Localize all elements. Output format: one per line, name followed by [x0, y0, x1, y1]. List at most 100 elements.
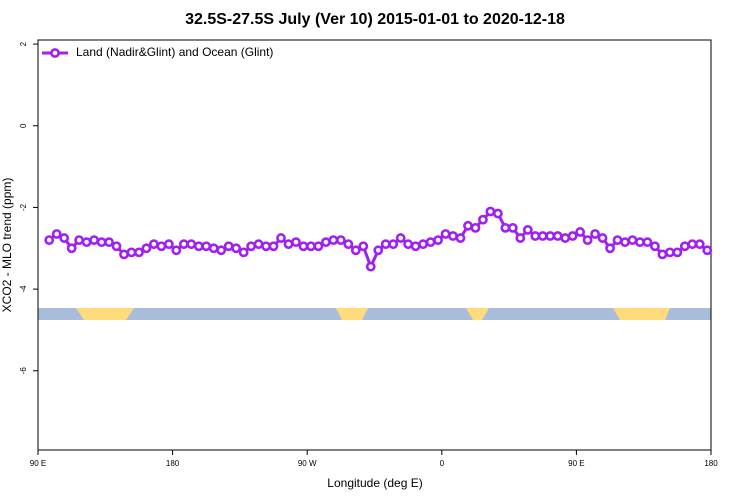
- data-point: [560, 233, 571, 243]
- data-point: [59, 233, 70, 243]
- data-point: [612, 235, 623, 245]
- data-point: [343, 239, 354, 250]
- data-point: [545, 231, 556, 241]
- y-tick-label: 2: [19, 41, 28, 46]
- data-point: [687, 239, 698, 250]
- y-tick-label: -6: [19, 367, 28, 375]
- data-point: [66, 243, 77, 254]
- ocean-band: [38, 308, 711, 320]
- data-point: [440, 229, 451, 239]
- data-point: [216, 245, 227, 256]
- data-point: [702, 245, 713, 256]
- data-point: [403, 239, 414, 250]
- data-point: [537, 231, 548, 241]
- data-point: [433, 235, 443, 245]
- data-point: [515, 233, 526, 243]
- data-point: [163, 239, 174, 250]
- data-point: [358, 241, 369, 252]
- data-point: [89, 235, 99, 245]
- data-point: [590, 229, 600, 239]
- data-point: [492, 208, 503, 219]
- x-tick-label: 0: [440, 459, 445, 468]
- data-point: [567, 231, 578, 241]
- data-point: [485, 206, 496, 217]
- data-point: [410, 241, 421, 252]
- land-ocean-band: [38, 308, 711, 320]
- data-point: [418, 239, 429, 250]
- y-tick-label: -4: [19, 285, 28, 293]
- data-point: [231, 243, 242, 254]
- data-point: [291, 237, 301, 248]
- chart-title: 32.5S-27.5S July (Ver 10) 2015-01-01 to …: [185, 11, 565, 28]
- data-point: [627, 235, 638, 245]
- data-point: [582, 235, 593, 245]
- data-point: [186, 239, 197, 250]
- data-point: [463, 220, 473, 231]
- data-point: [104, 237, 114, 248]
- data-point: [208, 243, 219, 254]
- data-point: [238, 247, 249, 258]
- series-line: [48, 209, 709, 271]
- data-point: [44, 235, 55, 245]
- data-point: [500, 222, 511, 233]
- data-point: [149, 239, 159, 250]
- data-point: [605, 243, 615, 254]
- x-tick-label: 180: [704, 459, 718, 468]
- x-tick-label: 90 W: [298, 459, 317, 468]
- data-point: [253, 239, 264, 250]
- data-point: [635, 237, 645, 248]
- data-point: [530, 231, 541, 241]
- data-point: [507, 222, 518, 233]
- data-point: [51, 229, 62, 239]
- data-point: [448, 231, 458, 241]
- data-point: [111, 241, 122, 252]
- data-point: [642, 237, 653, 248]
- data-point: [575, 227, 586, 237]
- data-point: [119, 249, 129, 260]
- y-tick-label: 0: [19, 123, 28, 128]
- data-point: [380, 239, 391, 250]
- data-point: [223, 241, 234, 252]
- data-point: [268, 241, 279, 252]
- data-point: [156, 241, 167, 252]
- y-axis-label: XCO2 - MLO trend (ppm): [0, 178, 14, 313]
- data-point: [650, 241, 660, 252]
- data-point: [283, 239, 294, 250]
- data-point: [620, 237, 630, 248]
- x-axis-label: Longitude (deg E): [327, 476, 422, 490]
- plot-frame: [37, 39, 712, 451]
- data-point: [350, 245, 361, 256]
- data-point: [478, 214, 488, 225]
- x-tick-label: 90 E: [568, 459, 584, 468]
- y-tick-label: -2: [19, 203, 28, 211]
- data-point: [320, 237, 331, 248]
- data-point: [455, 233, 466, 243]
- data-point: [694, 239, 705, 250]
- data-point: [313, 241, 324, 252]
- data-point: [178, 239, 189, 250]
- data-point: [365, 261, 376, 272]
- land-segment: [613, 308, 670, 320]
- land-segment: [76, 308, 134, 320]
- x-tick-label: 90 E: [30, 459, 46, 468]
- data-point: [395, 233, 406, 243]
- data-point: [81, 237, 92, 248]
- data-point: [664, 247, 675, 258]
- data-point: [373, 245, 384, 256]
- data-point: [141, 243, 152, 254]
- data-point: [388, 239, 399, 250]
- data-point: [298, 241, 309, 252]
- data-point: [193, 241, 204, 252]
- data-point: [470, 222, 481, 233]
- data-point: [126, 247, 137, 258]
- data-point: [522, 224, 533, 235]
- data-point: [276, 233, 286, 243]
- data-point: [328, 235, 339, 245]
- data-point: [306, 241, 316, 252]
- data-point: [261, 241, 271, 252]
- land-segment: [466, 308, 489, 320]
- data-point: [335, 235, 346, 245]
- data-point: [425, 237, 436, 248]
- legend-marker: [50, 48, 60, 58]
